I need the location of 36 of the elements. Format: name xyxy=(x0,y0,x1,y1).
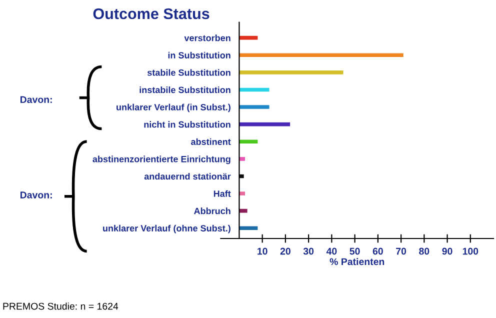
y-tick-label: stabile Substitution xyxy=(147,69,230,76)
x-tick-label: 40 xyxy=(326,248,337,255)
y-tick-label: nicht in Substitution xyxy=(144,121,230,128)
y-tick-label: verstorben xyxy=(184,34,230,42)
text: Davon: xyxy=(20,96,52,104)
x-tick-label: 100 xyxy=(462,248,478,255)
text: Davon: xyxy=(20,192,52,198)
bar xyxy=(239,192,245,196)
bar xyxy=(239,122,290,126)
bar xyxy=(239,70,344,74)
y-tick-label: Abbruch xyxy=(194,208,230,214)
bar xyxy=(239,226,258,230)
y-tick-label: abstinent xyxy=(191,138,231,145)
x-tick-label: 10 xyxy=(258,248,268,255)
bar xyxy=(239,140,258,144)
bar xyxy=(239,88,270,92)
x-tick-label: 20 xyxy=(280,248,290,255)
x-tick-label: 60 xyxy=(372,248,383,255)
y-tick-label: in Substitution xyxy=(168,52,230,58)
y-tick-label: Haft xyxy=(214,190,231,197)
y-tick-label: unklarer Verlauf (ohne Subst.) xyxy=(103,224,230,234)
x-tick-label: 80 xyxy=(419,248,430,255)
x-tick-label: 30 xyxy=(303,248,314,255)
x-axis-title: % Patienten xyxy=(330,258,384,266)
bar xyxy=(239,105,270,109)
y-tick-label: abstinenzorientierte Einrichtung xyxy=(92,156,230,164)
x-tick-label: 90 xyxy=(442,248,452,255)
bar xyxy=(239,53,404,58)
y-tick-label: instabile Substitution xyxy=(140,86,230,94)
chart-title: Outcome Status xyxy=(93,8,210,20)
y-tick-label: unklarer Verlauf (in Subst.) xyxy=(116,104,230,112)
y-tick-label: andauernd stationär xyxy=(144,172,231,180)
text: PREMOS Studie: n = 1624 xyxy=(3,302,118,310)
x-tick-label: 50 xyxy=(350,248,360,255)
x-tick-label: 70 xyxy=(396,248,406,255)
bar xyxy=(239,157,245,161)
